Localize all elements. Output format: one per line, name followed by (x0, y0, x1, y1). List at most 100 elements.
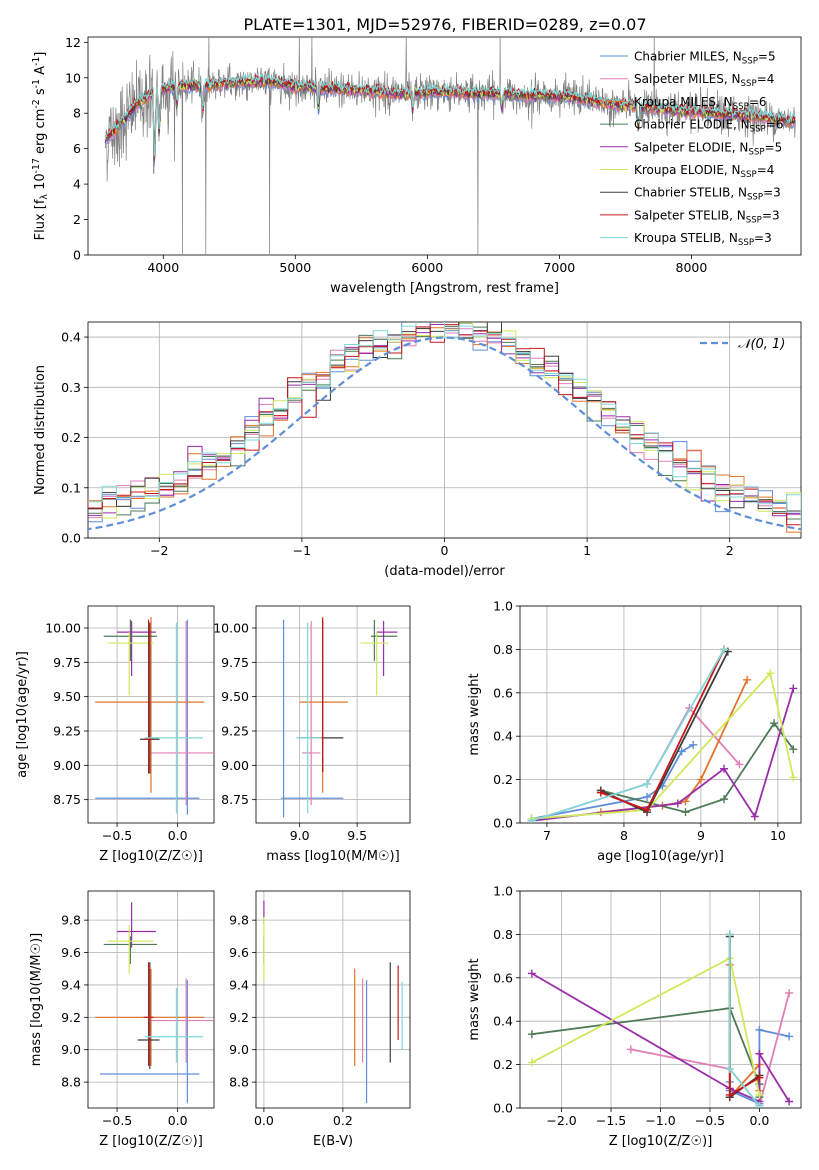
label-part: mass weight (467, 673, 482, 755)
weight-marker (789, 745, 798, 754)
weight-marker (789, 773, 798, 782)
weight-series-line (531, 956, 761, 1096)
y-tick-label: 10.00 (213, 620, 249, 635)
weight-marker (750, 812, 759, 821)
x-tick-label: 7000 (543, 260, 575, 275)
y-tick-label: 0.6 (493, 970, 513, 985)
label-part: Chabrier MILES, N (634, 50, 742, 64)
error-bar-point (140, 622, 160, 774)
weight-marker (785, 988, 794, 997)
y-tick-label: 0.2 (493, 772, 513, 787)
label-part: =6 (749, 95, 767, 109)
y-tick-label: 9.2 (229, 1010, 249, 1025)
weight-marker (681, 808, 690, 817)
y-tick-label: 9.75 (53, 655, 81, 670)
x-tick-label: 0.0 (168, 828, 188, 843)
x-tick-label: −1 (293, 543, 311, 558)
y-tick-label: 0.4 (61, 330, 81, 345)
error-bar-point (281, 619, 344, 818)
plot-area-weight-vs-Z (527, 930, 794, 1108)
y-tick-label: 10.00 (45, 620, 81, 635)
y-tick-label: 9.75 (221, 655, 249, 670)
plot-area-spectrum (104, 37, 796, 255)
label-part: SSP (750, 125, 766, 135)
label-part: Z [log10(Z/Z☉)] (99, 849, 203, 864)
y-tick-label: 9.0 (61, 1042, 81, 1057)
x-axis-label: Z [log10(Z/Z☉)] (99, 1134, 203, 1149)
axes-frame (87, 605, 215, 824)
legend: 𝒩(0, 1) (700, 337, 785, 352)
error-bar-point (103, 936, 158, 964)
label-part: =6 (766, 118, 784, 132)
x-tick-label: 1 (583, 543, 591, 558)
plot-area-weight-vs-age (527, 645, 798, 823)
legend-label: Kroupa STELIB, NSSP=3 (634, 231, 772, 248)
x-tick-label: −0.5 (102, 1113, 132, 1128)
label-part: Salpeter MILES, N (634, 72, 741, 86)
y-tick-label: 9.00 (221, 758, 249, 773)
label-part: SSP (741, 79, 757, 89)
weight-marker (720, 764, 729, 773)
label-part: A (33, 66, 48, 79)
y-axis-label: mass weight (467, 673, 482, 755)
error-bar-point (296, 622, 322, 814)
x-tick-label: 8 (620, 828, 628, 843)
weight-marker (755, 1025, 764, 1034)
weight-marker (743, 675, 752, 684)
error-bar-point (95, 619, 200, 815)
label-part: Chabrier ELODIE, N (634, 118, 750, 132)
y-axis-label: Flux [fλ 10-17 erg cm-2 s-1 A-1] (31, 52, 50, 241)
label-part: SSP (742, 57, 758, 67)
y-tick-label: 1.0 (493, 884, 513, 899)
label-part: Chabrier STELIB, N (634, 186, 747, 200)
x-tick-label: 0 (441, 543, 449, 558)
label-part: SSP (748, 147, 764, 157)
y-tick-label: 9.8 (229, 913, 249, 928)
label-part: Z [log10(Z/Z☉)] (99, 1134, 203, 1149)
y-tick-label: 8.8 (229, 1075, 249, 1090)
x-tick-label: 9 (697, 828, 705, 843)
axes-residuals: −2 −1 0 1 2 0.0 0.1 0.2 0.3 0.4 (data-model)/error… (33, 321, 802, 579)
x-tick-label: 6000 (411, 260, 443, 275)
y-tick-label: 12 (65, 35, 81, 50)
weight-marker (596, 788, 605, 797)
weight-marker (755, 1090, 764, 1099)
weight-marker (755, 1049, 764, 1058)
label-part: 10 (33, 173, 48, 194)
error-bar-point (149, 978, 214, 1063)
axes-age-vs-mass: 9.0 9.5 8.75 9.00 9.25 9.50 9.75 10.00 mass [log… (213, 605, 411, 864)
x-tick-label: 7 (543, 828, 551, 843)
label-part: ] (33, 52, 48, 57)
error-bar-point (144, 622, 204, 814)
model-spectrum-line (104, 72, 796, 156)
label-part: =4 (757, 72, 775, 86)
y-tick-label: 0.1 (61, 480, 81, 495)
y-tick-label: 0.0 (61, 531, 81, 546)
weight-marker (785, 1097, 794, 1106)
label-part: Kroupa ELODIE, N (634, 163, 741, 177)
axes-frame (519, 605, 802, 824)
error-bar-point (149, 621, 214, 806)
weight-marker (527, 816, 536, 823)
weight-marker (720, 795, 729, 804)
x-tick-label: 4000 (147, 260, 179, 275)
y-tick-label: 0.4 (493, 729, 513, 744)
plot-area-age-vs-Z (95, 616, 214, 815)
axes-frame (87, 36, 802, 256)
y-tick-label: 9.2 (61, 1010, 81, 1025)
y-tick-label: 10 (65, 70, 81, 85)
weight-marker (720, 645, 729, 654)
y-tick-label: 9.6 (229, 945, 249, 960)
error-bar-point (360, 632, 389, 696)
x-axis-label: wavelength [Angstrom, rest frame] (330, 281, 559, 296)
y-tick-label: 9.6 (61, 945, 81, 960)
y-axis-label: age [log10(age/yr)] (15, 651, 30, 778)
legend-label: Salpeter MILES, NSSP=4 (634, 72, 774, 89)
weight-marker (677, 747, 686, 756)
axes-spectrum: 4000 5000 6000 7000 8000 0 2 4 6 8 10 12 wavelength … (31, 35, 802, 296)
weight-marker (626, 1045, 635, 1054)
label-part: mass weight (467, 958, 482, 1040)
y-tick-label: 8.75 (221, 792, 249, 807)
weight-marker (770, 719, 779, 728)
